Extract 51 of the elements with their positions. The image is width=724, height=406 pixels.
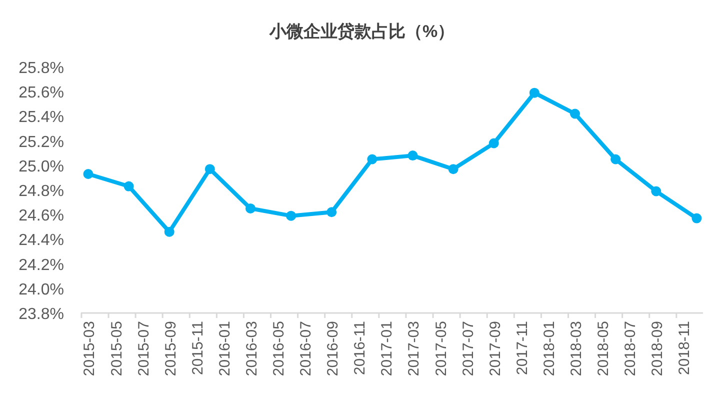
- x-tick-label: 2016-07: [298, 321, 315, 376]
- y-tick-label: 25.2%: [18, 134, 64, 151]
- x-tick-label: 2016-01: [216, 321, 234, 376]
- x-tick-label: 2016-05: [270, 321, 288, 376]
- y-tick-label: 24.4%: [18, 232, 64, 250]
- x-tick-label: 2017-05: [432, 321, 450, 376]
- y-tick-label: 24.0%: [18, 281, 64, 298]
- point: [286, 210, 296, 221]
- x-tick-label: 2017-09: [486, 321, 504, 376]
- x-tick-label: 2018-07: [622, 321, 640, 376]
- x-tick-label: 2015-05: [108, 321, 126, 376]
- point: [651, 186, 662, 196]
- x-tick-label: 2018-03: [568, 321, 585, 376]
- y-tick-label: 25.4%: [18, 109, 64, 126]
- point: [488, 138, 499, 148]
- point: [529, 88, 540, 98]
- x-tick-label: 2016-09: [324, 321, 342, 376]
- x-tick-label: 2015-11: [189, 321, 206, 375]
- point: [164, 226, 174, 237]
- x-tick-label: 2015-03: [81, 321, 98, 376]
- x-tick-label: 2017-11: [514, 321, 531, 375]
- x-tick-label: 2016-11: [352, 321, 369, 375]
- y-tick-label: 25.6%: [18, 84, 64, 102]
- point: [204, 164, 215, 174]
- y-tick-label: 25.0%: [18, 158, 64, 176]
- y-tick-label: 25.8%: [18, 60, 64, 77]
- x-tick-label: 2016-03: [243, 321, 260, 376]
- x-tick-label: 2017-07: [460, 321, 477, 376]
- x-tick-label: 2015-07: [135, 321, 152, 376]
- x-tick-label: 2018-01: [540, 321, 558, 376]
- y-tick-label: 24.2%: [18, 256, 64, 274]
- x-tick-label: 2017-01: [378, 321, 396, 376]
- x-tick-label: 2018-09: [649, 321, 666, 376]
- point: [245, 203, 256, 214]
- point: [124, 181, 134, 192]
- point: [367, 154, 378, 164]
- x-tick-label: 2017-03: [406, 321, 423, 376]
- x-tick-label: 2015-09: [162, 321, 180, 376]
- point: [692, 213, 702, 224]
- x-tick-label: 2018-05: [595, 321, 612, 376]
- point: [448, 164, 458, 174]
- point: [570, 108, 580, 119]
- y-tick-label: 24.8%: [18, 183, 64, 200]
- y-tick-label: 23.8%: [18, 306, 64, 323]
- point: [408, 150, 418, 161]
- chart-title: 小微企业贷款占比（%）: [268, 22, 455, 41]
- point: [83, 169, 94, 180]
- point: [326, 207, 337, 218]
- point: [610, 154, 621, 164]
- x-tick-label: 2018-11: [676, 321, 694, 375]
- y-tick-label: 24.6%: [18, 208, 64, 225]
